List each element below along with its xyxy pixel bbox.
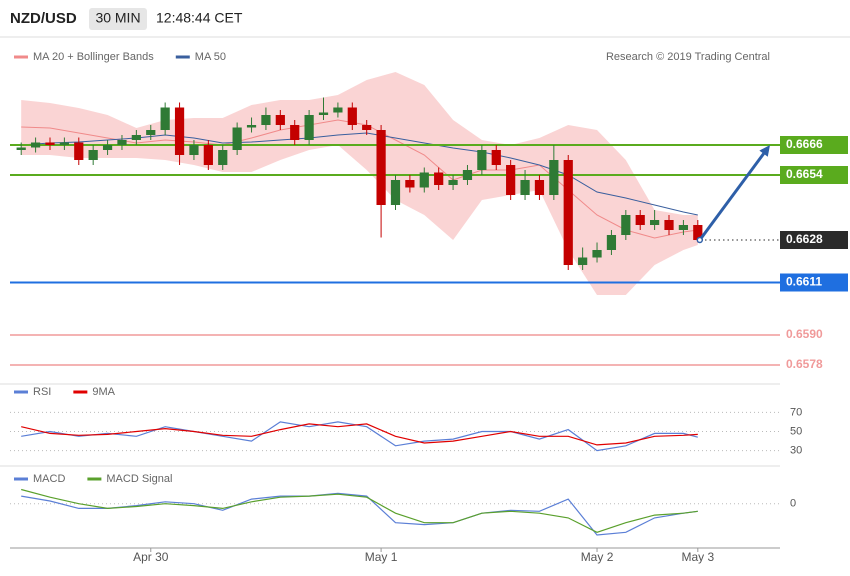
candle-body bbox=[477, 150, 487, 170]
x-tick-label: May 3 bbox=[681, 550, 714, 564]
interval: 30 MIN bbox=[95, 10, 140, 26]
y-tick-label: 30 bbox=[790, 445, 802, 457]
y-tick-label: 0 bbox=[790, 498, 796, 510]
candle-body bbox=[59, 142, 69, 145]
candle-body bbox=[333, 107, 343, 113]
price-level-label: 0.6611 bbox=[786, 275, 822, 289]
candle-body bbox=[462, 170, 473, 180]
legend-label: MACD bbox=[33, 473, 65, 485]
price-level-label: 0.6628 bbox=[786, 232, 823, 246]
candle-body bbox=[304, 115, 314, 140]
candle-body bbox=[635, 215, 645, 225]
candle-body bbox=[74, 142, 84, 160]
x-tick-label: May 2 bbox=[581, 550, 614, 564]
candle-body bbox=[520, 180, 530, 195]
candle-body bbox=[174, 107, 185, 155]
legend-label: MA 20 + Bollinger Bands bbox=[33, 51, 154, 63]
price-level-box bbox=[780, 166, 848, 184]
legend-label: MACD Signal bbox=[106, 473, 172, 485]
y-tick-label: 70 bbox=[790, 406, 802, 418]
candle-body bbox=[606, 235, 617, 250]
candle-body bbox=[448, 180, 458, 185]
source: Research © 2019 Trading Central bbox=[606, 51, 770, 63]
legend-label: MA 50 bbox=[195, 51, 226, 63]
price-level-label: 0.6578 bbox=[786, 357, 823, 371]
forecast-arrow bbox=[698, 148, 768, 241]
candle-body bbox=[650, 220, 660, 225]
candle-body bbox=[30, 142, 41, 148]
indicator-line bbox=[21, 492, 698, 536]
candle-body bbox=[362, 125, 372, 130]
price-level-box bbox=[780, 273, 848, 292]
candle-body bbox=[290, 125, 300, 140]
price-level-box bbox=[780, 231, 848, 249]
legend-label: 9MA bbox=[92, 386, 115, 398]
candle-body bbox=[261, 115, 271, 125]
indicator-line bbox=[21, 423, 698, 446]
candle-body bbox=[592, 250, 602, 258]
price-level-box bbox=[780, 136, 848, 154]
candle-body bbox=[419, 172, 429, 188]
candle-body bbox=[506, 165, 516, 195]
interval-box bbox=[89, 8, 147, 30]
legend-label: RSI bbox=[33, 386, 51, 398]
forecast-origin bbox=[696, 236, 704, 244]
candle-body bbox=[621, 215, 631, 235]
candle-body bbox=[549, 160, 559, 195]
candle-body bbox=[146, 130, 156, 135]
candle-body bbox=[160, 107, 170, 130]
candle-body bbox=[16, 147, 26, 150]
candle-body bbox=[246, 125, 257, 128]
x-tick-label: May 1 bbox=[365, 550, 398, 564]
candle-body bbox=[275, 115, 285, 125]
symbol: NZD/USD bbox=[10, 10, 77, 27]
candle-body bbox=[203, 145, 213, 165]
price-level-label: 0.6654 bbox=[786, 167, 823, 181]
candle-body bbox=[376, 130, 386, 205]
bollinger-band bbox=[21, 72, 698, 295]
candle-body bbox=[189, 145, 199, 155]
candle-body bbox=[491, 150, 501, 165]
candle-body bbox=[390, 180, 401, 205]
candle-body bbox=[45, 142, 55, 145]
candle-body bbox=[693, 225, 703, 240]
candle-body bbox=[88, 150, 98, 160]
y-tick-label: 50 bbox=[790, 425, 802, 437]
candle-body bbox=[131, 135, 141, 140]
forecast-arrowhead bbox=[759, 145, 770, 157]
candle-body bbox=[563, 160, 573, 265]
candle-body bbox=[117, 140, 127, 145]
candle-body bbox=[347, 107, 357, 125]
candle-body bbox=[534, 180, 545, 195]
candle-body bbox=[434, 172, 444, 185]
candle-body bbox=[318, 112, 329, 115]
clock: 12:48:44 CET bbox=[156, 10, 243, 26]
candle-body bbox=[232, 127, 242, 150]
x-tick-label: Apr 30 bbox=[133, 550, 169, 564]
indicator-line bbox=[21, 488, 698, 533]
candle-body bbox=[218, 150, 228, 165]
candle-body bbox=[405, 180, 415, 188]
candle-body bbox=[678, 225, 689, 230]
indicator-line bbox=[21, 421, 698, 452]
price-level-label: 0.6666 bbox=[786, 137, 823, 151]
candle-body bbox=[664, 220, 674, 230]
price-level-label: 0.6590 bbox=[786, 327, 823, 341]
candle-body bbox=[578, 257, 588, 265]
candle-body bbox=[102, 145, 113, 150]
